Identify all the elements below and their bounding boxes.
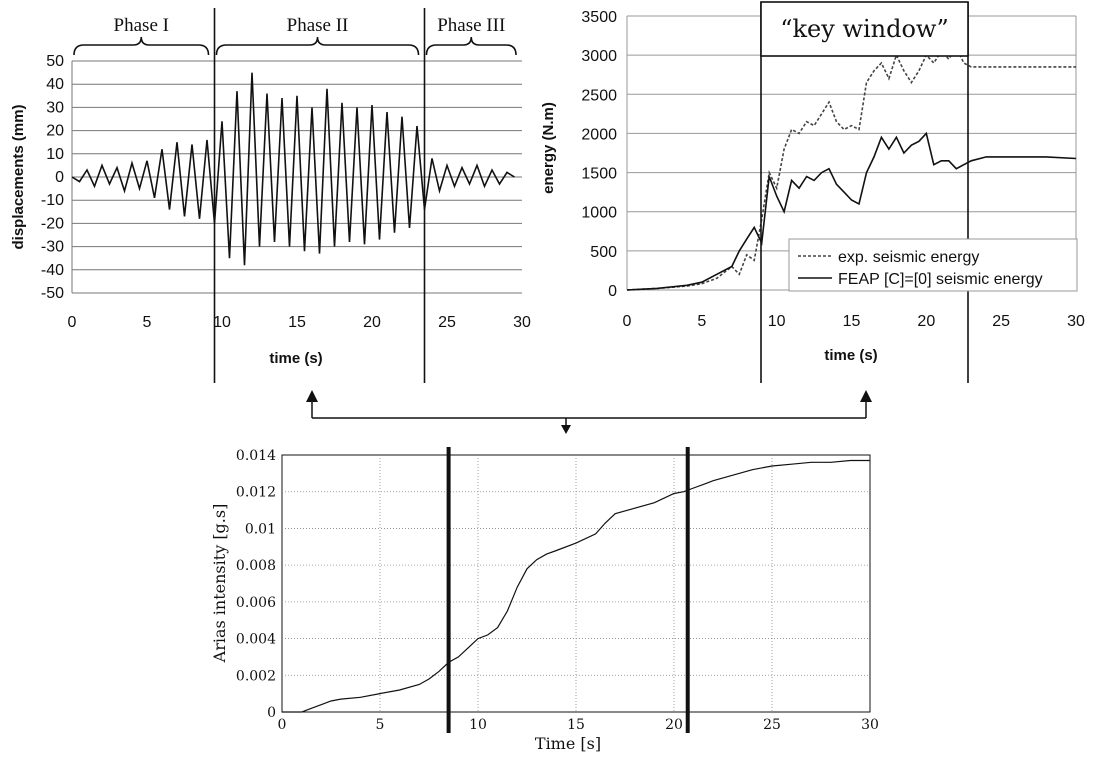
disp-ytick-label: 10 <box>46 146 64 163</box>
energy-ytick-label: 2000 <box>581 126 617 143</box>
arias-xtick-label: 25 <box>763 717 781 733</box>
disp-xtick-label: 30 <box>513 314 531 331</box>
arias-intensity-chart: 0 0.002 0.004 0.006 0.008 0.01 0.012 0.014 0 5 10… <box>210 447 879 753</box>
arrow-up-right-icon <box>860 390 872 402</box>
disp-ytick-label: -40 <box>41 262 64 279</box>
arias-ytick-label: 0.008 <box>236 558 276 574</box>
disp-ytick-label: -30 <box>41 239 64 256</box>
arias-ytick-label: 0.004 <box>236 632 276 648</box>
arias-xtick-label: 15 <box>567 717 585 733</box>
phase-label: Phase II <box>287 15 349 36</box>
arias-ytick-label: 0.002 <box>236 668 276 684</box>
energy-xtick-label: 5 <box>697 313 706 330</box>
disp-xtick-label: 20 <box>363 314 381 331</box>
legend-feap-label: FEAP [C]=[0] seismic energy <box>838 271 1043 288</box>
disp-ylabel: displacements (mm) <box>10 104 27 249</box>
energy-xlabel: time (s) <box>824 347 877 364</box>
energy-ytick-label: 1000 <box>581 205 617 222</box>
energy-ytick-label: 0 <box>608 283 617 300</box>
arias-xtick-label: 0 <box>278 717 287 733</box>
disp-xlabel: time (s) <box>269 350 322 367</box>
energy-xtick-label: 30 <box>1067 313 1085 330</box>
arias-ylabel: Arias intensity [g.s] <box>210 504 229 664</box>
disp-ytick-label: -10 <box>41 192 64 209</box>
energy-chart: 0 500 1000 1500 2000 2500 3000 3500 0 5 10 15 20 25 3… <box>540 1 1085 383</box>
phase-label: Phase I <box>114 15 169 36</box>
disp-xtick-label: 0 <box>68 314 77 331</box>
arias-ytick-label: 0 <box>267 705 276 721</box>
arias-intensity-line <box>282 459 870 713</box>
disp-ytick-label: 30 <box>46 99 64 116</box>
disp-xtick-label: 10 <box>213 314 231 331</box>
energy-xtick-label: 20 <box>917 313 935 330</box>
arias-xlabel: Time [s] <box>535 734 601 753</box>
disp-ytick-label: 0 <box>55 169 64 186</box>
arias-ytick-label: 0.014 <box>236 448 276 464</box>
disp-ytick-label: 20 <box>46 123 64 140</box>
arias-xtick-label: 20 <box>665 717 683 733</box>
energy-legend: exp. seismic energy FEAP [C]=[0] seismic… <box>788 238 1078 292</box>
arias-ytick-label: 0.006 <box>236 595 276 611</box>
arias-xtick-label: 10 <box>469 717 487 733</box>
energy-xtick-label: 15 <box>843 313 861 330</box>
key-window-label: “key window” <box>780 15 949 43</box>
feap-seismic-energy-line <box>626 131 1077 291</box>
connector-arrows <box>306 390 872 434</box>
energy-xtick-label: 0 <box>623 313 632 330</box>
energy-ytick-label: 2500 <box>581 87 617 104</box>
energy-ylabel: energy (N.m) <box>540 102 557 194</box>
arrow-down-icon <box>561 425 571 434</box>
energy-ytick-label: 3000 <box>581 48 617 65</box>
arias-xtick-label: 5 <box>376 717 385 733</box>
phase-brace <box>215 36 420 56</box>
arrow-up-left-icon <box>306 390 318 402</box>
key-window-label-box <box>760 1 969 57</box>
disp-ytick-label: 40 <box>46 76 64 93</box>
disp-xtick-label: 5 <box>143 314 152 331</box>
disp-ytick-label: -50 <box>41 285 64 302</box>
disp-xtick-label: 25 <box>438 314 456 331</box>
phase-label: Phase III <box>437 15 505 36</box>
arias-xtick-label: 30 <box>861 717 879 733</box>
energy-ytick-label: 500 <box>590 244 617 261</box>
energy-xtick-label: 10 <box>768 313 786 330</box>
phase-brace <box>425 36 517 56</box>
energy-ytick-label: 3500 <box>581 9 617 26</box>
legend-exp-label: exp. seismic energy <box>838 249 979 266</box>
disp-ytick-label: 50 <box>46 53 64 70</box>
arias-ytick-label: 0.012 <box>236 485 276 501</box>
displacement-line <box>71 72 515 266</box>
phase-brace <box>73 36 210 56</box>
disp-ytick-label: -20 <box>41 215 64 232</box>
arias-ytick-label: 0.01 <box>245 521 276 537</box>
energy-ytick-label: 1500 <box>581 166 617 183</box>
energy-xtick-label: 25 <box>992 313 1010 330</box>
displacement-chart: Phase I Phase II Phase III -50 -40 -30 -20 -10… <box>10 8 531 383</box>
disp-xtick-label: 15 <box>288 314 306 331</box>
